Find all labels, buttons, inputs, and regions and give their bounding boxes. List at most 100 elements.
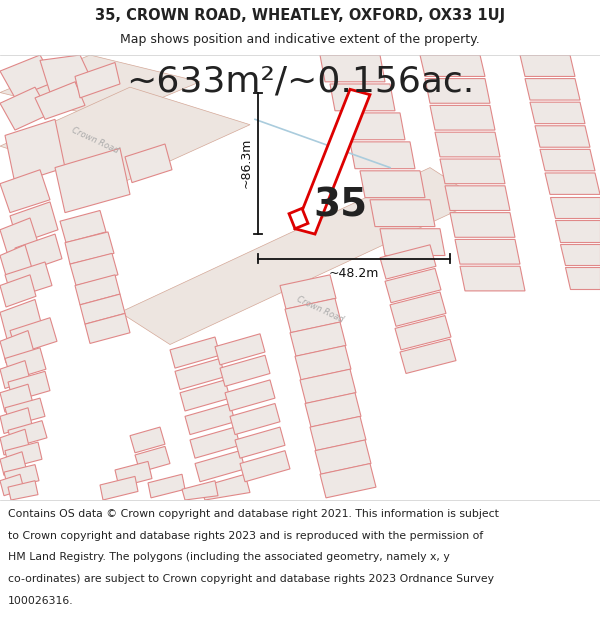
Polygon shape [350,142,415,169]
Polygon shape [310,416,366,451]
Polygon shape [340,113,405,140]
Polygon shape [60,211,106,242]
Polygon shape [235,427,285,458]
Text: Map shows position and indicative extent of the property.: Map shows position and indicative extent… [120,33,480,46]
Polygon shape [170,337,220,368]
Polygon shape [35,82,85,119]
Polygon shape [225,380,275,411]
Text: Contains OS data © Crown copyright and database right 2021. This information is : Contains OS data © Crown copyright and d… [8,509,499,519]
Text: ~86.3m: ~86.3m [239,138,253,189]
Polygon shape [0,361,30,389]
Polygon shape [520,55,575,76]
Polygon shape [305,392,361,427]
Polygon shape [130,427,165,453]
Polygon shape [125,144,172,182]
Polygon shape [0,474,24,496]
Polygon shape [195,451,245,482]
Polygon shape [445,186,510,211]
Polygon shape [0,87,250,184]
Polygon shape [135,446,170,472]
Polygon shape [148,474,185,498]
Polygon shape [540,149,595,171]
Polygon shape [8,421,47,447]
Polygon shape [8,371,50,401]
Polygon shape [85,313,130,344]
Polygon shape [75,62,120,98]
Polygon shape [380,229,445,256]
Polygon shape [440,159,505,184]
Polygon shape [5,398,45,426]
Polygon shape [190,427,240,458]
Polygon shape [395,316,451,350]
Polygon shape [55,148,130,213]
Polygon shape [5,348,46,380]
Text: Crown Road: Crown Road [295,294,345,324]
Polygon shape [0,55,200,119]
Polygon shape [80,294,125,324]
Polygon shape [10,318,57,354]
Polygon shape [425,79,490,103]
Polygon shape [8,481,38,500]
Polygon shape [200,474,250,500]
Polygon shape [555,220,600,242]
Polygon shape [360,171,425,198]
Polygon shape [289,208,308,229]
Polygon shape [0,55,55,98]
Polygon shape [380,245,436,279]
Polygon shape [5,262,52,298]
Text: co-ordinates) are subject to Crown copyright and database rights 2023 Ordnance S: co-ordinates) are subject to Crown copyr… [8,574,494,584]
Polygon shape [185,404,235,434]
Polygon shape [280,275,336,309]
Polygon shape [460,266,525,291]
Polygon shape [0,170,50,212]
Polygon shape [370,200,435,227]
Polygon shape [10,202,58,244]
Polygon shape [0,299,42,339]
Polygon shape [320,464,376,498]
Polygon shape [320,55,385,82]
Polygon shape [100,476,138,500]
Polygon shape [385,268,441,302]
Polygon shape [0,275,36,307]
Polygon shape [530,102,585,124]
Polygon shape [230,404,280,434]
Polygon shape [65,232,114,264]
Polygon shape [0,218,38,256]
Polygon shape [300,369,356,404]
Polygon shape [182,481,218,500]
Polygon shape [290,322,346,356]
Polygon shape [295,346,351,380]
Polygon shape [450,213,515,238]
Text: to Crown copyright and database rights 2023 and is reproduced with the permissio: to Crown copyright and database rights 2… [8,531,483,541]
Polygon shape [0,452,26,476]
Polygon shape [565,268,600,289]
Polygon shape [215,334,265,365]
Polygon shape [4,464,39,488]
Text: Crown Road: Crown Road [70,126,120,156]
Polygon shape [430,106,495,130]
Polygon shape [295,89,370,234]
Polygon shape [0,384,33,412]
Polygon shape [115,461,152,487]
Polygon shape [240,451,290,482]
Text: HM Land Registry. The polygons (including the associated geometry, namely x, y: HM Land Registry. The polygons (includin… [8,552,450,562]
Polygon shape [315,440,371,474]
Text: 35: 35 [313,186,367,224]
Polygon shape [400,339,456,374]
Polygon shape [40,55,90,92]
Polygon shape [15,234,62,272]
Polygon shape [390,292,446,326]
Polygon shape [0,331,34,362]
Polygon shape [180,380,230,411]
Polygon shape [560,244,600,265]
Text: ~48.2m: ~48.2m [329,268,379,280]
Text: ~633m²/~0.156ac.: ~633m²/~0.156ac. [126,65,474,99]
Polygon shape [435,132,500,157]
Polygon shape [0,429,29,455]
Polygon shape [525,79,580,100]
Text: 100026316.: 100026316. [8,596,74,606]
Polygon shape [550,196,600,218]
Text: 35, CROWN ROAD, WHEATLEY, OXFORD, OX33 1UJ: 35, CROWN ROAD, WHEATLEY, OXFORD, OX33 1… [95,8,505,23]
Polygon shape [285,298,341,332]
Polygon shape [5,442,42,468]
